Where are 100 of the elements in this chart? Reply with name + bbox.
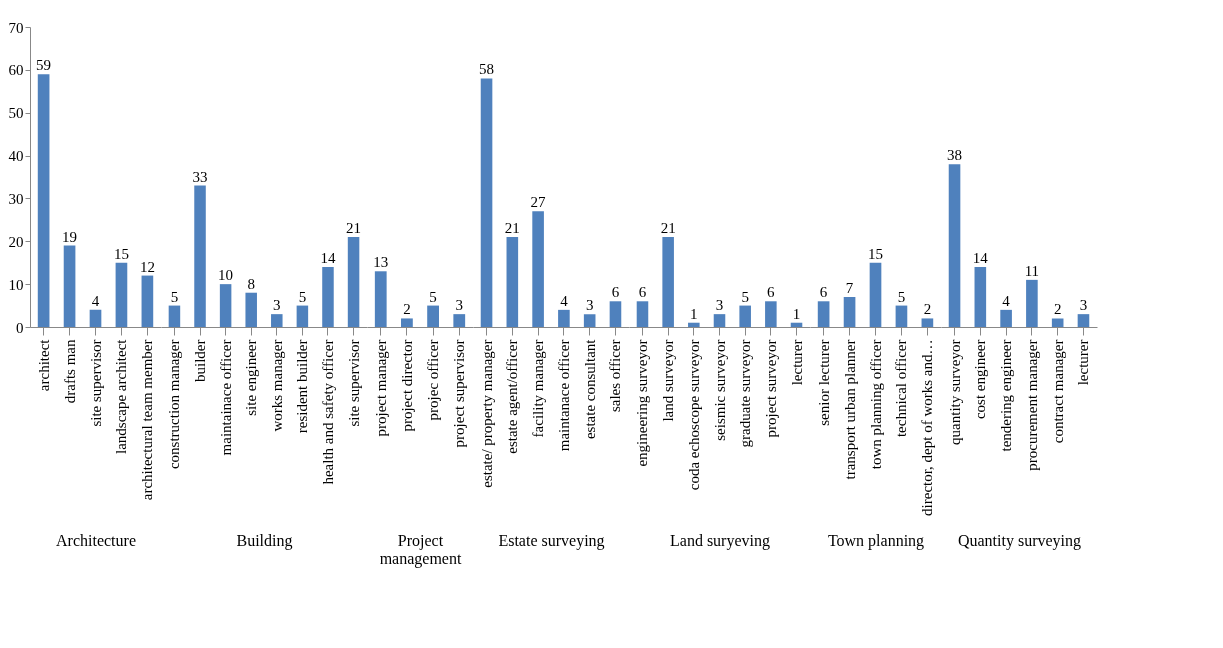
x-tick-label: maintainace officer xyxy=(217,339,234,456)
x-tick-label: works manager xyxy=(268,339,285,432)
bar xyxy=(322,267,334,327)
data-label: 4 xyxy=(91,292,100,309)
y-tick-label: 20 xyxy=(8,233,24,250)
bar xyxy=(63,245,76,327)
bar xyxy=(1051,318,1064,327)
x-tick-label: lecturer xyxy=(788,339,805,386)
x-axis-title: Building xyxy=(236,531,293,550)
data-label: 6 xyxy=(819,284,828,301)
bar xyxy=(948,164,961,327)
data-label: 15 xyxy=(113,245,129,262)
data-label: 27 xyxy=(530,194,547,211)
bar xyxy=(296,305,309,327)
x-tick-label: project manager xyxy=(372,339,389,437)
data-label: 5 xyxy=(897,288,906,305)
x-tick-label: engineering surveyor xyxy=(634,339,651,467)
x-tick-label: quantity surveyor xyxy=(946,339,963,445)
x-tick-label: town planning officer xyxy=(867,339,884,470)
data-label: 5 xyxy=(170,288,179,305)
x-tick-label: site engineer xyxy=(243,339,260,416)
bar xyxy=(869,262,882,327)
x-tick-label: health and safety officer xyxy=(319,339,336,485)
y-tick-label: 30 xyxy=(8,190,24,207)
x-tick-label: contract manager xyxy=(1049,339,1066,444)
data-label: 58 xyxy=(479,61,495,78)
data-label: 15 xyxy=(868,245,883,262)
data-label: 4 xyxy=(1002,292,1011,309)
data-label: 5 xyxy=(741,288,749,305)
bar xyxy=(89,309,102,327)
data-label: 6 xyxy=(611,284,620,301)
y-tick-label: 0 xyxy=(16,319,24,336)
data-label: 8 xyxy=(247,275,255,292)
x-tick-label: drafts man xyxy=(61,339,78,404)
bar xyxy=(765,301,777,327)
x-tick-label: architect xyxy=(35,338,52,392)
x-axis-title: Project management xyxy=(379,531,462,568)
data-label: 1 xyxy=(690,305,698,322)
data-label: 3 xyxy=(273,297,281,314)
data-label: 3 xyxy=(1079,297,1088,314)
bar xyxy=(636,301,649,327)
data-label: 6 xyxy=(638,284,647,301)
data-label: 21 xyxy=(504,220,520,236)
x-tick-label: project surveyor xyxy=(762,339,779,438)
x-tick-label: resident builder xyxy=(294,339,311,434)
data-label: 38 xyxy=(947,147,963,164)
bar xyxy=(374,271,387,327)
bar xyxy=(713,314,726,327)
x-tick-label: lecturer xyxy=(1075,339,1092,386)
x-axis-title: Estate surveying xyxy=(498,531,605,550)
bar xyxy=(843,297,856,327)
x-tick-label: project supervisor xyxy=(451,339,468,448)
x-axis-title: Town planning xyxy=(827,531,925,550)
bar xyxy=(141,275,154,327)
bar xyxy=(453,314,466,327)
data-label: 14 xyxy=(320,250,336,266)
data-label: 2 xyxy=(1053,301,1062,318)
bar xyxy=(1000,309,1012,327)
x-tick-label: architectural team member xyxy=(139,339,156,501)
data-label: 2 xyxy=(923,301,932,318)
bar xyxy=(609,301,622,327)
bar xyxy=(558,309,570,327)
x-tick-label: director, dept of works and… xyxy=(919,339,936,516)
data-label: 3 xyxy=(715,297,724,314)
x-tick-label: cost engineer xyxy=(972,339,989,420)
x-tick-label: construction manager xyxy=(166,339,183,470)
bar xyxy=(168,305,181,327)
x-tick-label: estate/ property manager xyxy=(478,339,495,488)
bar xyxy=(506,237,519,327)
bar xyxy=(271,314,283,327)
x-tick-label: estate agent/officer xyxy=(504,339,521,454)
bar xyxy=(688,322,700,327)
bar xyxy=(194,185,206,327)
data-label: 21 xyxy=(346,220,362,236)
y-tick-label: 10 xyxy=(8,276,24,293)
x-tick-label: project director xyxy=(398,339,415,432)
bar xyxy=(37,74,50,327)
bar xyxy=(1077,314,1090,327)
x-tick-label: maintanace officer xyxy=(555,339,572,452)
data-label: 5 xyxy=(429,288,437,305)
bar xyxy=(401,318,413,327)
bar xyxy=(347,237,360,327)
x-axis-title: Quantity surveying xyxy=(957,531,1082,550)
x-tick-label: seismic surveyor xyxy=(711,339,728,441)
bar xyxy=(662,237,674,327)
data-label: 10 xyxy=(218,267,234,284)
data-label: 12 xyxy=(139,258,155,275)
data-label: 11 xyxy=(1024,262,1040,279)
x-tick-label: senior lecturer xyxy=(815,339,832,426)
bar xyxy=(583,314,596,327)
x-tick-label: site supervisor xyxy=(345,339,362,427)
data-label: 19 xyxy=(62,228,78,245)
x-tick-label: facility manager xyxy=(530,339,547,438)
bar xyxy=(427,305,439,327)
data-label: 1 xyxy=(792,305,801,322)
bar xyxy=(921,318,934,327)
x-tick-label: land surveyor xyxy=(660,339,677,422)
bar xyxy=(817,301,830,327)
data-label: 4 xyxy=(560,292,569,309)
x-axis-title: Architecture xyxy=(56,531,136,549)
